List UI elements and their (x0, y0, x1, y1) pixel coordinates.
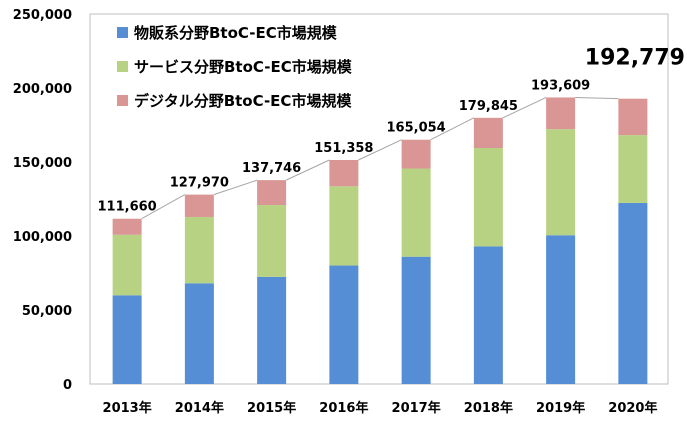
bar-segment (401, 256, 431, 384)
bar-segment (401, 139, 431, 169)
bar-segment (618, 202, 648, 384)
bar-segment (257, 276, 287, 384)
legend-label: デジタル分野BtoC-EC市場規模 (134, 92, 352, 110)
bar-segment (473, 117, 503, 148)
x-tick-label: 2018年 (464, 400, 513, 416)
total-label: 165,054 (387, 121, 446, 136)
bar-segment (618, 135, 648, 203)
total-label: 127,970 (170, 176, 229, 191)
bar-segment (329, 265, 359, 384)
y-tick-label: 100,000 (13, 230, 72, 245)
y-tick-label: 0 (63, 378, 72, 393)
total-label: 179,845 (459, 99, 518, 114)
bar-segment (112, 218, 142, 235)
legend-label: 物販系分野BtoC-EC市場規模 (134, 24, 338, 42)
bar-segment (112, 234, 142, 296)
y-tick-label: 150,000 (13, 156, 72, 171)
total-label: 151,358 (314, 141, 373, 156)
x-tick-label: 2016年 (319, 400, 368, 416)
trend-line-segment (285, 159, 330, 181)
trend-line-segment (213, 179, 258, 196)
bar-segment (184, 194, 214, 217)
trend-line-segment (502, 97, 547, 119)
total-label: 137,746 (242, 161, 301, 176)
legend-swatch (117, 61, 128, 72)
trend-line-segment (430, 117, 475, 141)
y-tick-label: 200,000 (13, 82, 72, 97)
bar-segment (329, 186, 359, 266)
bar-segment (473, 246, 503, 384)
bar-segment (546, 97, 576, 130)
x-tick-label: 2017年 (392, 400, 441, 416)
trend-line-segment (575, 96, 619, 100)
x-tick-label: 2019年 (536, 400, 585, 416)
bar-segment (112, 295, 142, 384)
bar-segment (473, 147, 503, 247)
bar-segment (257, 205, 287, 277)
total-label: 192,779 (585, 46, 685, 71)
legend-swatch (117, 95, 128, 106)
x-tick-label: 2014年 (175, 400, 224, 416)
plot-area-border (89, 13, 669, 385)
bar-segment (618, 98, 648, 136)
bar-segment (184, 283, 214, 384)
legend-label: サービス分野BtoC-EC市場規模 (134, 58, 353, 76)
bar-segment (329, 159, 359, 187)
legend-swatch (117, 27, 128, 38)
y-tick-label: 50,000 (22, 304, 72, 319)
total-label: 193,609 (531, 78, 590, 93)
bar-segment (546, 235, 576, 384)
bar-segment (401, 168, 431, 257)
total-label: 111,660 (98, 200, 157, 215)
trend-line-segment (358, 139, 402, 161)
x-tick-label: 2020年 (608, 400, 657, 416)
bar-segment (257, 180, 287, 206)
x-tick-label: 2013年 (103, 400, 152, 416)
bar-segment (546, 129, 576, 236)
trend-line-segment (141, 194, 186, 220)
bar-segment (184, 216, 214, 284)
x-tick-label: 2015年 (247, 400, 296, 416)
y-tick-label: 250,000 (13, 8, 72, 23)
